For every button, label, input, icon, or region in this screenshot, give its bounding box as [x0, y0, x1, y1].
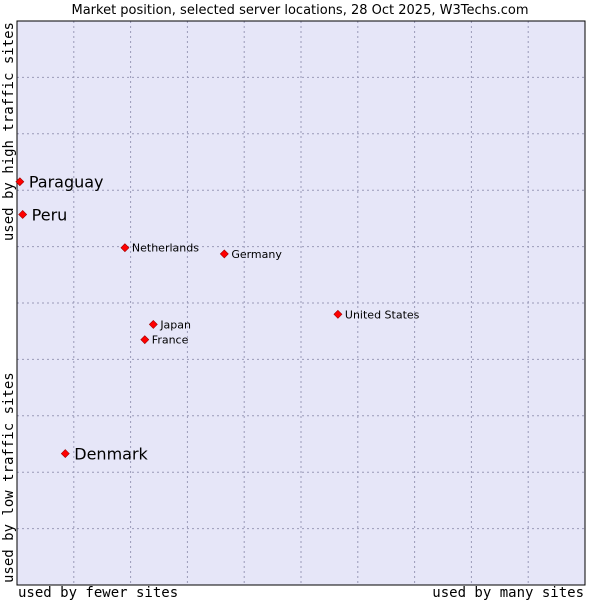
point-label: Japan	[159, 318, 191, 331]
point-marker	[333, 309, 343, 319]
y-axis-label-top: used by high traffic sites	[1, 22, 17, 241]
point-label: United States	[345, 308, 420, 321]
chart-title: Market position, selected server locatio…	[71, 3, 528, 18]
point-marker	[18, 210, 28, 219]
point-label: Peru	[32, 205, 68, 224]
data-point-japan: Japan	[148, 318, 191, 331]
point-label: France	[152, 334, 189, 347]
y-axis-label-bottom: used by low traffic sites	[1, 372, 17, 583]
point-marker	[15, 177, 25, 187]
point-marker	[148, 320, 158, 329]
x-axis-label-right: used by many sites	[432, 585, 584, 600]
data-point-united-states: United States	[333, 308, 420, 321]
data-point-paraguay: Paraguay	[15, 173, 104, 192]
point-marker	[60, 449, 70, 459]
data-point-france: France	[140, 334, 189, 347]
x-axis-label-left: used by fewer sites	[18, 585, 178, 600]
data-points: Paraguay Peru Netherlands Germany United Sta…	[15, 173, 420, 464]
point-label: Netherlands	[132, 242, 199, 255]
data-point-denmark: Denmark	[60, 445, 149, 464]
point-marker	[140, 335, 150, 345]
point-label: Paraguay	[29, 173, 104, 192]
data-point-netherlands: Netherlands	[120, 242, 199, 255]
point-marker	[120, 243, 130, 253]
data-point-peru: Peru	[18, 205, 68, 224]
point-marker	[219, 249, 229, 259]
data-point-germany: Germany	[219, 248, 282, 261]
grid-lines	[17, 21, 585, 585]
plot-border	[16, 20, 586, 586]
point-label: Germany	[231, 248, 282, 261]
point-label: Denmark	[74, 445, 148, 464]
